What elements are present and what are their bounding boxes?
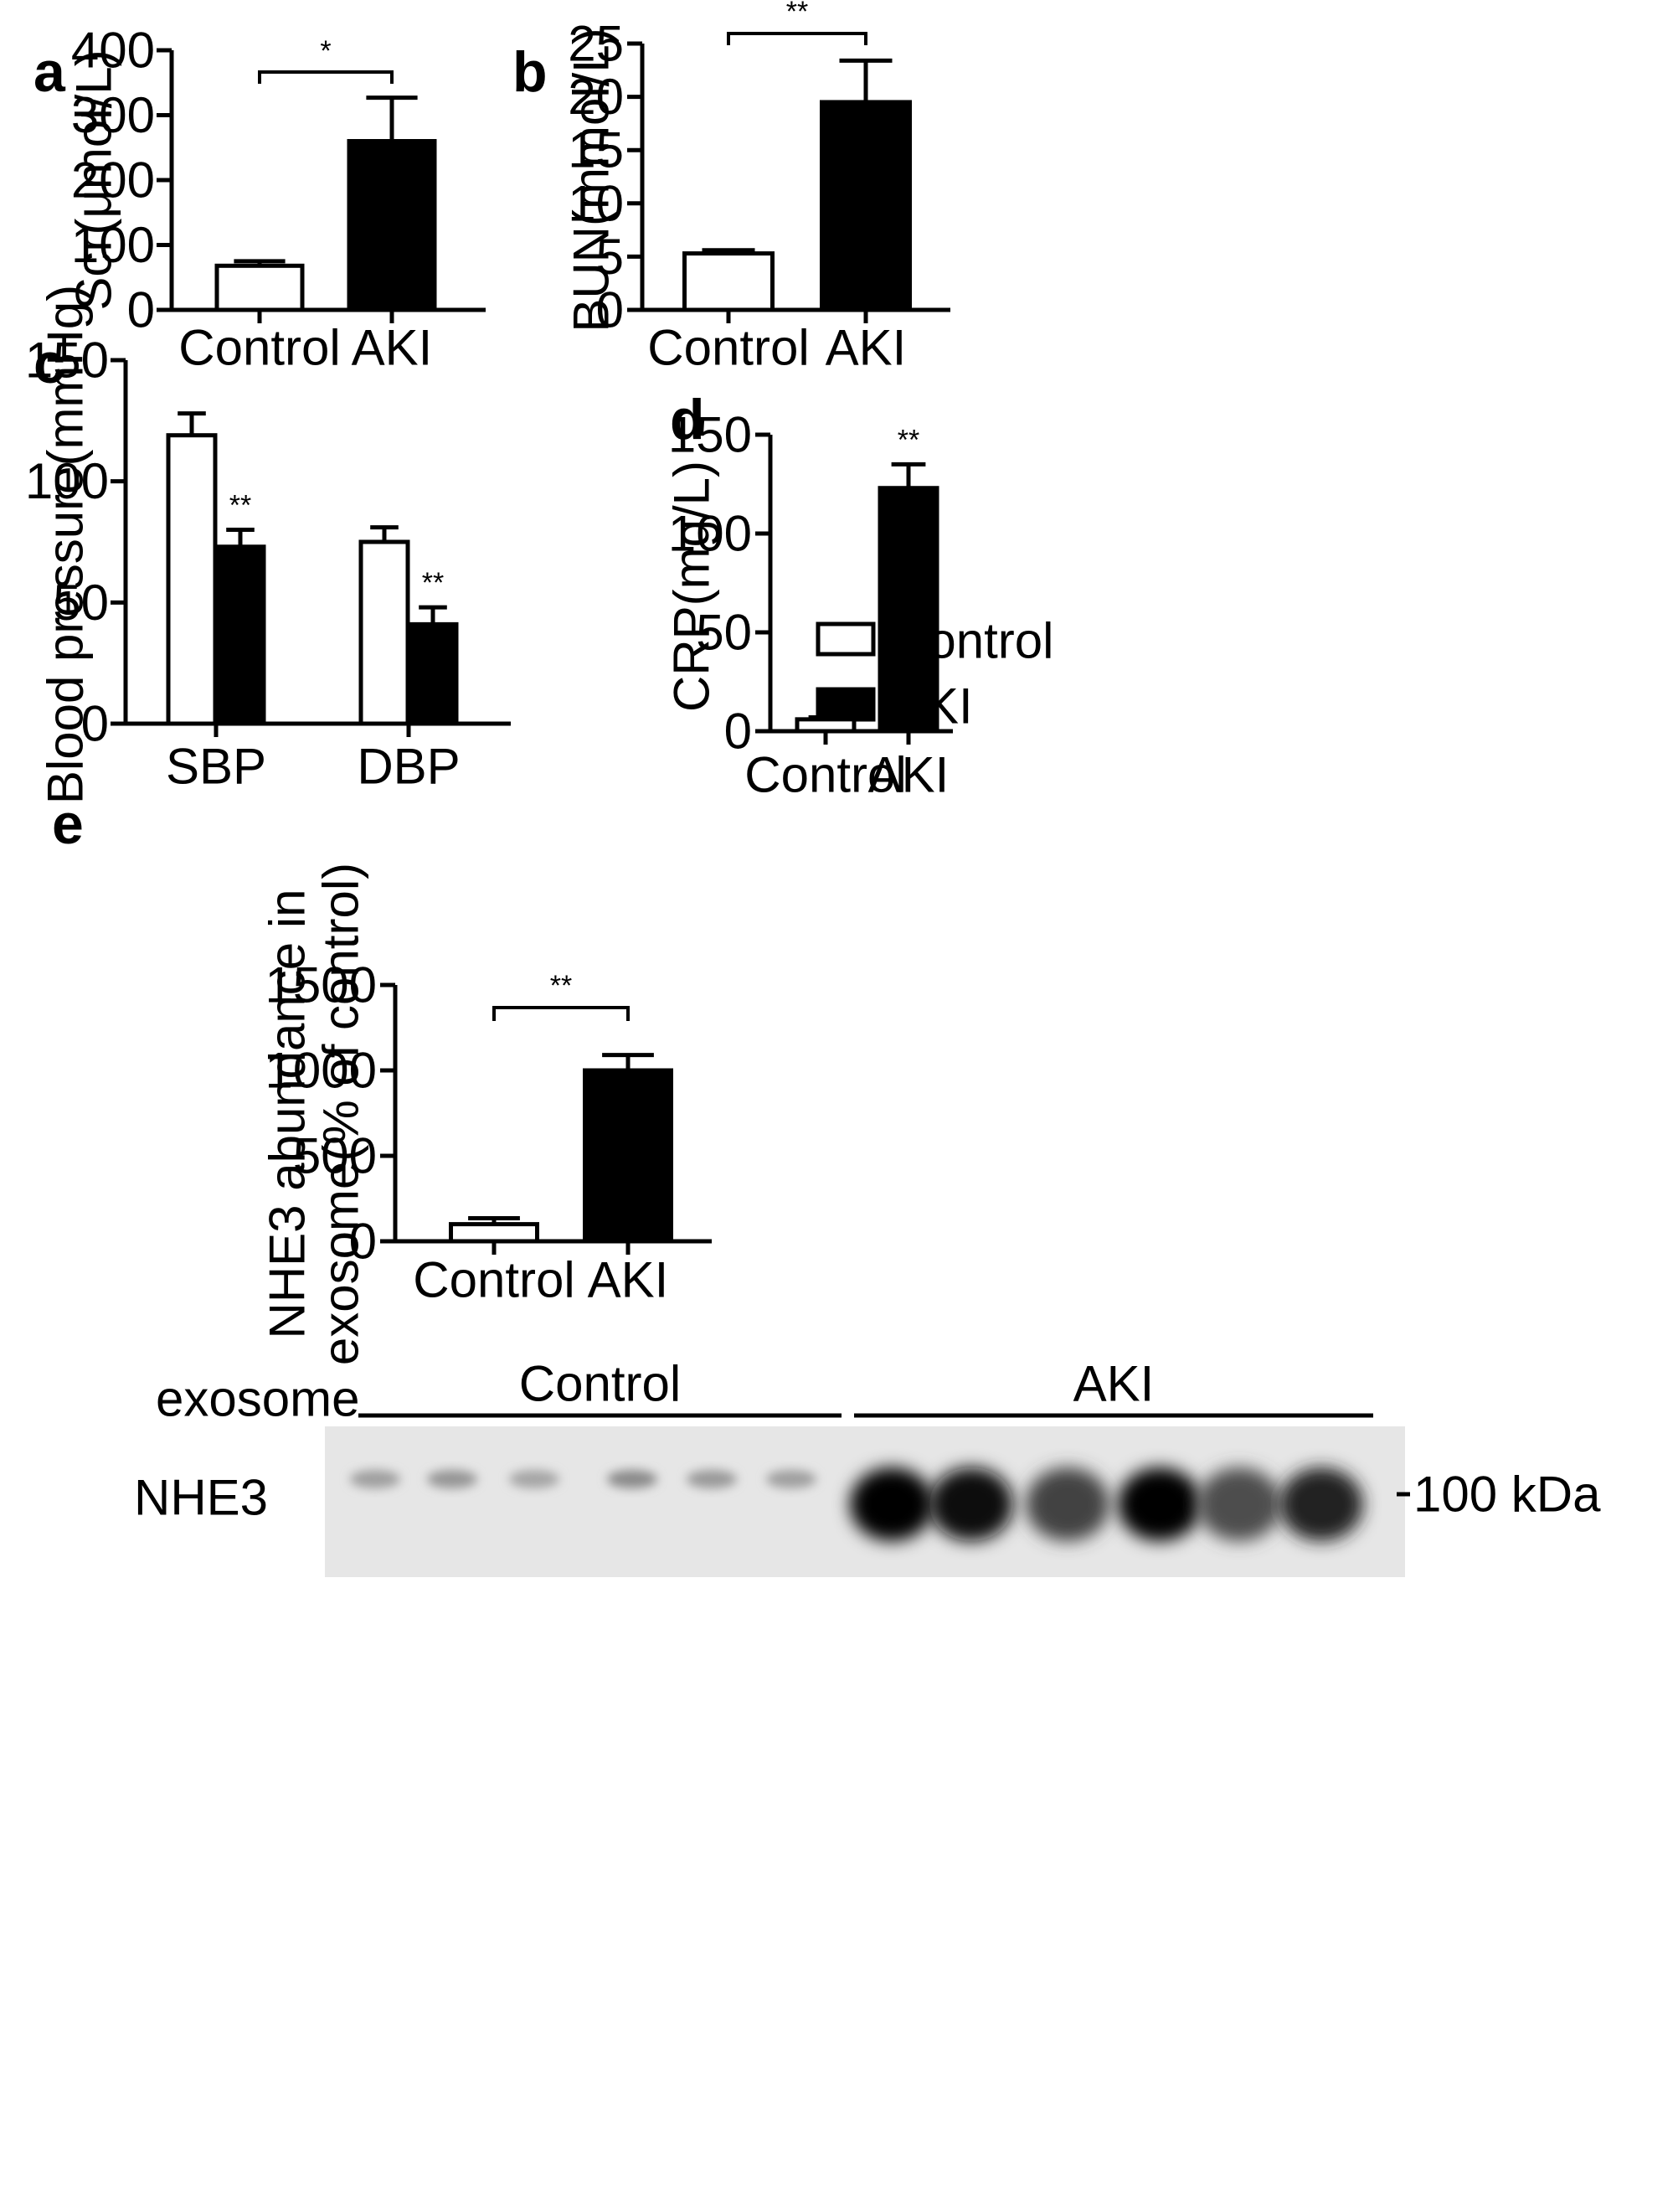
panel-label-e: e — [52, 792, 84, 856]
blot-protein-label: NHE3 — [134, 1470, 268, 1526]
y-axis-label-d: CRP(mg/L) — [664, 461, 720, 712]
y-tick-label-e: 500 — [293, 1128, 377, 1184]
blot-band-lane-8 — [929, 1467, 1013, 1541]
bar-c-aki-dbp — [407, 621, 459, 726]
significance-label-c: ** — [422, 567, 444, 599]
y-tick-label-d: 100 — [668, 506, 752, 562]
y-tick-label-d: 50 — [696, 605, 752, 661]
panel-label-c: c — [33, 332, 65, 395]
blot-band-lane-3 — [509, 1470, 559, 1488]
blot-band-lane-5 — [687, 1470, 737, 1488]
significance-label-c: ** — [229, 490, 251, 522]
y-tick-label-a: 400 — [71, 23, 155, 79]
bar-a-aki — [347, 139, 437, 312]
y-tick-label-e: 1500 — [265, 957, 377, 1013]
bar-b-control — [682, 251, 775, 312]
western-blot-panel: exosome NHE3 Control AKI 100 kDa — [134, 1356, 1601, 1577]
blot-band — [850, 1467, 934, 1541]
bar-e-aki — [583, 1068, 673, 1244]
significance-bracket-e — [492, 1006, 630, 1021]
y-tick-label-a: 300 — [71, 87, 155, 143]
panel-label-a: a — [33, 40, 66, 104]
blot-band — [1118, 1467, 1202, 1541]
bar-a-control — [214, 263, 305, 312]
blot-band — [1279, 1467, 1363, 1541]
bar-c-control-sbp — [166, 433, 218, 726]
blot-band — [350, 1470, 400, 1488]
significance-bracket-a — [258, 70, 394, 84]
y-tick-label-b: 10 — [568, 175, 624, 231]
significance-label-a: * — [320, 35, 331, 67]
y-tick-label-e: 0 — [349, 1214, 377, 1270]
y-tick-label-a: 200 — [71, 152, 155, 209]
category-label-e: Control — [413, 1252, 574, 1308]
y-tick-label-d: 0 — [724, 704, 752, 760]
category-label-a: AKI — [352, 320, 433, 376]
bar-d-aki — [878, 486, 939, 734]
y-tick-label-a: 100 — [71, 217, 155, 273]
blot-band — [1026, 1467, 1109, 1541]
y-axis-label-a: Scr(μmol/L) — [66, 49, 122, 310]
category-label-b: AKI — [826, 320, 907, 376]
blot-band-lane-9 — [1026, 1467, 1109, 1541]
y-tick-label-d: 150 — [668, 407, 752, 463]
blot-band-lane-12 — [1279, 1467, 1363, 1541]
significance-bracket-b — [727, 32, 867, 45]
y-axis-label-c: Blood pressure(mmHg) — [38, 285, 94, 804]
y-tick-label-b: 15 — [568, 122, 624, 178]
y-tick-label-b: 0 — [596, 282, 624, 338]
y-tick-label-b: 5 — [596, 229, 624, 285]
blot-band-lane-7 — [850, 1467, 934, 1541]
y-tick-label-c: 150 — [25, 333, 109, 389]
significance-label-e: ** — [550, 970, 572, 1002]
bar-d-control — [795, 717, 857, 734]
category-label-e: AKI — [588, 1252, 669, 1308]
blot-band-lane-4 — [607, 1470, 657, 1488]
blot-band-lane-2 — [427, 1470, 477, 1488]
bar-e-control — [449, 1222, 539, 1244]
blot-row-label: exosome — [156, 1371, 359, 1427]
y-tick-label-b: 20 — [568, 69, 624, 125]
blot-band — [687, 1470, 737, 1488]
blot-band-lane-1 — [350, 1470, 400, 1488]
bar-c-control-dbp — [358, 539, 410, 726]
y-axis-label-e: exosome(% of control) — [313, 863, 369, 1365]
y-axis-label-e: NHE3 abundance in — [260, 889, 316, 1338]
y-tick-label-b: 25 — [568, 16, 624, 72]
panel-label-b: b — [512, 40, 548, 104]
blot-band — [929, 1467, 1013, 1541]
blot-group-label-control: Control — [519, 1356, 681, 1412]
blot-band — [1197, 1467, 1281, 1541]
legend-swatch-control — [816, 621, 876, 657]
significance-label-b: ** — [786, 0, 808, 28]
blot-marker-label: 100 kDa — [1413, 1467, 1601, 1523]
bar-b-aki — [820, 100, 912, 312]
blot-band — [607, 1470, 657, 1488]
panel-label-d: d — [670, 388, 705, 451]
blot-band — [427, 1470, 477, 1488]
category-label-a: Control — [178, 320, 340, 376]
y-tick-label-a: 0 — [127, 282, 155, 338]
category-label-d: AKI — [868, 747, 950, 803]
category-label-c: SBP — [166, 739, 266, 795]
legend-swatch-aki — [816, 687, 876, 722]
y-tick-label-c: 50 — [53, 575, 109, 631]
category-label-d: Control — [744, 747, 906, 803]
y-tick-label-e: 1000 — [265, 1043, 377, 1099]
blot-band-lane-11 — [1197, 1467, 1281, 1541]
y-tick-label-c: 0 — [81, 696, 109, 752]
bar-c-aki-sbp — [214, 544, 266, 726]
blot-band-lane-6 — [766, 1470, 816, 1488]
category-label-b: Control — [647, 320, 809, 376]
y-axis-label-b: BUN(mmol/L) — [564, 28, 620, 332]
blot-group-label-aki: AKI — [1073, 1356, 1155, 1412]
blot-band-lane-10 — [1118, 1467, 1202, 1541]
significance-label-d: ** — [898, 424, 919, 456]
blot-band — [509, 1470, 559, 1488]
y-tick-label-c: 100 — [25, 453, 109, 509]
blot-band — [766, 1470, 816, 1488]
category-label-c: DBP — [357, 739, 460, 795]
